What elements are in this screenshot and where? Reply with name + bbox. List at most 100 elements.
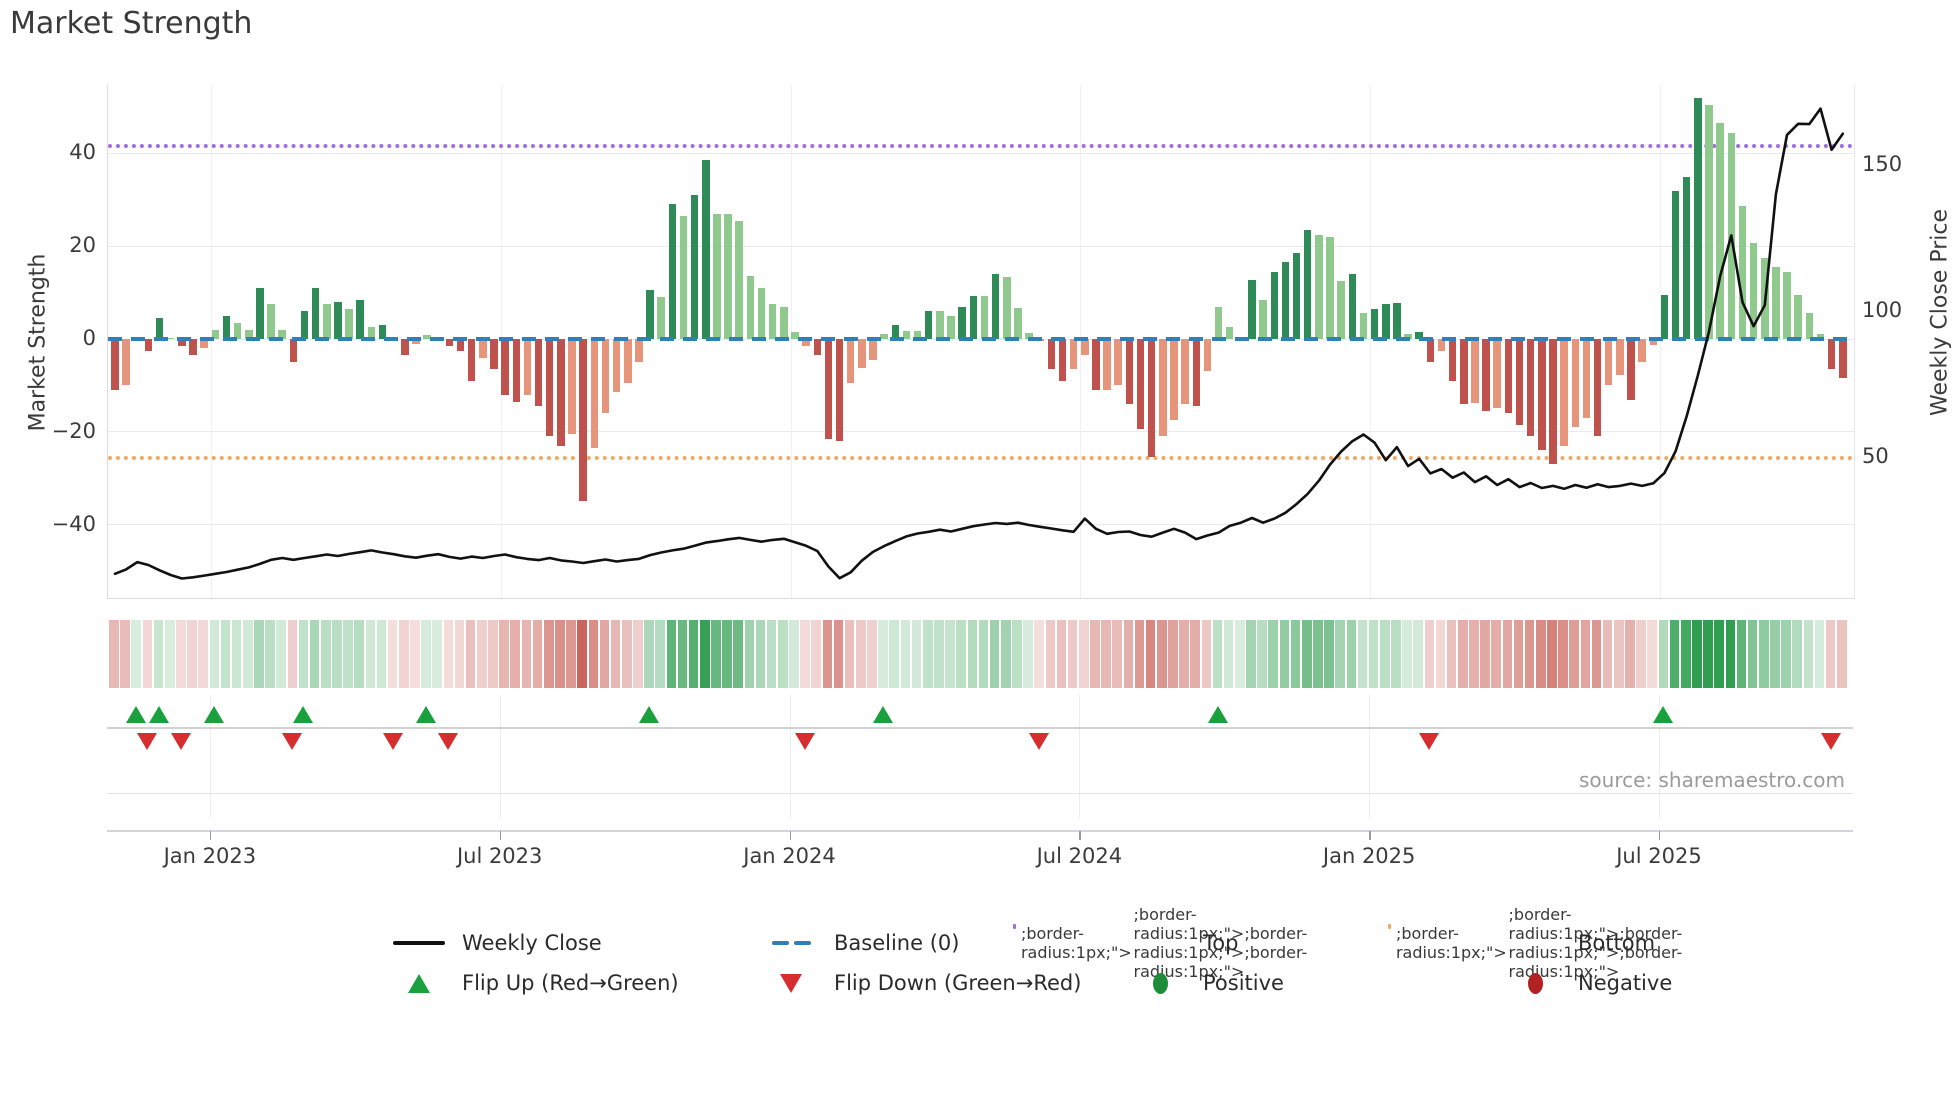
strength-bar [1203, 339, 1212, 372]
legend-item: Weekly Close [390, 924, 602, 962]
heatmap-cell [1558, 620, 1568, 688]
dashes-icon [762, 940, 820, 946]
strength-bar [802, 339, 810, 346]
flip-up-icon [293, 706, 314, 723]
flip-up-icon [416, 706, 437, 723]
heatmap-cell [822, 620, 833, 688]
strength-bar [490, 339, 498, 370]
strength-bar [813, 339, 821, 356]
strength-bar [1103, 339, 1111, 391]
strength-bar [768, 304, 777, 339]
strength-bar [1627, 339, 1635, 401]
heatmap-cell [1368, 620, 1379, 688]
strength-bar [1069, 339, 1078, 370]
strength-bar [1426, 339, 1435, 363]
heatmap-cell [1836, 620, 1847, 688]
heatmap-cell [1000, 620, 1011, 688]
heatmap-cell [1692, 620, 1702, 688]
strength-bar [1404, 334, 1412, 339]
flip-down-icon [282, 733, 303, 750]
strength-bar [1170, 339, 1178, 421]
h-gridline [108, 152, 1854, 154]
strength-bar [557, 339, 565, 446]
heatmap-cell [443, 620, 454, 688]
v-gridline [1370, 85, 1372, 598]
strength-bar [1303, 229, 1312, 339]
heatmap-cell [1658, 620, 1669, 688]
strength-bar [278, 329, 286, 339]
strength-bar [1281, 262, 1290, 339]
heatmap-cell [1703, 620, 1713, 688]
legend-item: Baseline (0) [762, 924, 959, 962]
strength-bar [1125, 339, 1134, 404]
strength-bar [624, 339, 632, 384]
heatmap-cell [1491, 620, 1502, 688]
heatmap-cell [120, 620, 130, 688]
heatmap-cell [1825, 620, 1836, 688]
heatmap-cell [1781, 620, 1791, 688]
strength-bar [1259, 299, 1267, 339]
strength-bar [1159, 339, 1167, 437]
heatmap-cell [599, 620, 610, 688]
legend-label: Flip Down (Green→Red) [834, 971, 1082, 995]
strength-bar [657, 297, 665, 339]
heatmap-cell [1814, 620, 1825, 688]
heatmap-cell [287, 620, 298, 688]
heatmap-cell [1157, 620, 1167, 688]
legend-item: Negative [1506, 964, 1672, 1002]
legend-item: Flip Up (Red→Green) [390, 964, 679, 1002]
heatmap-cell [1725, 620, 1736, 688]
strength-bar [1616, 339, 1624, 376]
heatmap-cell [1770, 620, 1780, 688]
strength-bar [1515, 339, 1524, 425]
strength-bar [1772, 267, 1780, 339]
flip-down-icon [1419, 733, 1440, 750]
heatmap-cell [1480, 620, 1490, 688]
strength-bar [178, 339, 186, 346]
weekly-close-line [113, 107, 1845, 580]
heatmap-cell [1101, 620, 1111, 688]
strength-bar [668, 204, 677, 339]
legend-item: ;border-radius:1px;"> ;border-radius:1px;… [1387, 905, 1682, 981]
strength-bar [1571, 339, 1579, 428]
strength-bar [568, 339, 576, 435]
marker-v-gridline [789, 695, 791, 818]
strength-bar [222, 315, 231, 339]
heatmap-cell [577, 620, 587, 688]
main-plot-area [107, 85, 1855, 599]
heatmap-cell [1736, 620, 1747, 688]
heatmap-cell [956, 620, 966, 688]
heatmap-cell [1625, 620, 1635, 688]
strength-bar [1014, 307, 1022, 339]
heatmap-cell [755, 620, 766, 688]
strength-bar [1136, 339, 1145, 430]
heatmap-cell [142, 620, 153, 688]
strength-bar [467, 339, 476, 381]
strength-bar [1448, 339, 1457, 381]
strength-bar [1460, 339, 1468, 404]
strength-bar [1638, 339, 1646, 363]
strength-bar [780, 307, 788, 339]
x-tick-label: Jul 2024 [1036, 844, 1123, 868]
strength-bar [646, 290, 654, 339]
heatmap-cell [644, 620, 654, 688]
heatmap-cell [945, 620, 955, 688]
x-axis-spine [107, 830, 1853, 832]
left-tick-label: 20 [69, 233, 96, 258]
flip-down-icon [1820, 733, 1841, 750]
strength-bar [858, 339, 866, 369]
heatmap-cell [332, 620, 342, 688]
heatmap-cell [1803, 620, 1814, 688]
heatmap-cell [1123, 620, 1134, 688]
left-tick-label: 0 [82, 326, 96, 350]
strength-bar [579, 339, 587, 502]
flip-down-icon [137, 733, 158, 750]
strength-heatmap-strip [107, 620, 1853, 688]
heatmap-cell [1034, 620, 1044, 688]
heatmap-cell [911, 620, 922, 688]
strength-bar [869, 339, 877, 360]
heatmap-cell [1758, 620, 1769, 688]
strength-bar [445, 339, 454, 346]
strength-bar [991, 274, 1000, 339]
